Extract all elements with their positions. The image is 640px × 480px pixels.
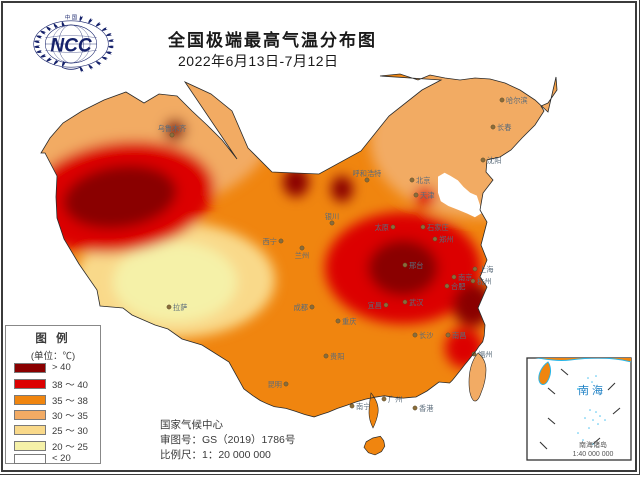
svg-text:银川: 银川 [325, 212, 339, 221]
svg-text:上海: 上海 [479, 265, 493, 274]
svg-text:重庆: 重庆 [342, 317, 356, 326]
svg-text:呼和浩特: 呼和浩特 [353, 169, 382, 178]
svg-text:哈尔滨: 哈尔滨 [506, 96, 528, 105]
svg-text:天津: 天津 [420, 191, 434, 200]
svg-text:石家庄: 石家庄 [427, 223, 449, 232]
svg-text:昆明: 昆明 [268, 380, 282, 389]
svg-text:拉萨: 拉萨 [173, 303, 187, 312]
svg-text:兰州: 兰州 [295, 251, 309, 260]
svg-text:南昌: 南昌 [452, 331, 466, 340]
svg-text:1:40 000 000: 1:40 000 000 [573, 451, 614, 458]
svg-text:乌鲁木齐: 乌鲁木齐 [158, 124, 187, 133]
svg-text:合肥: 合肥 [451, 282, 465, 291]
svg-text:香港: 香港 [419, 404, 434, 413]
svg-text:南京: 南京 [458, 273, 472, 282]
svg-text:西宁: 西宁 [263, 237, 277, 246]
svg-text:南海诸岛: 南海诸岛 [579, 440, 607, 449]
svg-text:宜昌: 宜昌 [368, 301, 382, 310]
svg-text:长沙: 长沙 [419, 331, 433, 340]
svg-text:成都: 成都 [294, 303, 308, 312]
svg-text:南海: 南海 [578, 383, 606, 397]
svg-text:南宁: 南宁 [356, 402, 370, 411]
svg-text:太原: 太原 [375, 223, 389, 232]
svg-text:北京: 北京 [416, 176, 430, 185]
svg-text:武汉: 武汉 [409, 298, 423, 307]
svg-text:杭州: 杭州 [477, 277, 491, 286]
svg-text:邢台: 邢台 [409, 261, 423, 270]
svg-text:贵阳: 贵阳 [330, 352, 344, 361]
svg-text:长春: 长春 [497, 123, 511, 132]
svg-text:郑州: 郑州 [439, 235, 453, 244]
